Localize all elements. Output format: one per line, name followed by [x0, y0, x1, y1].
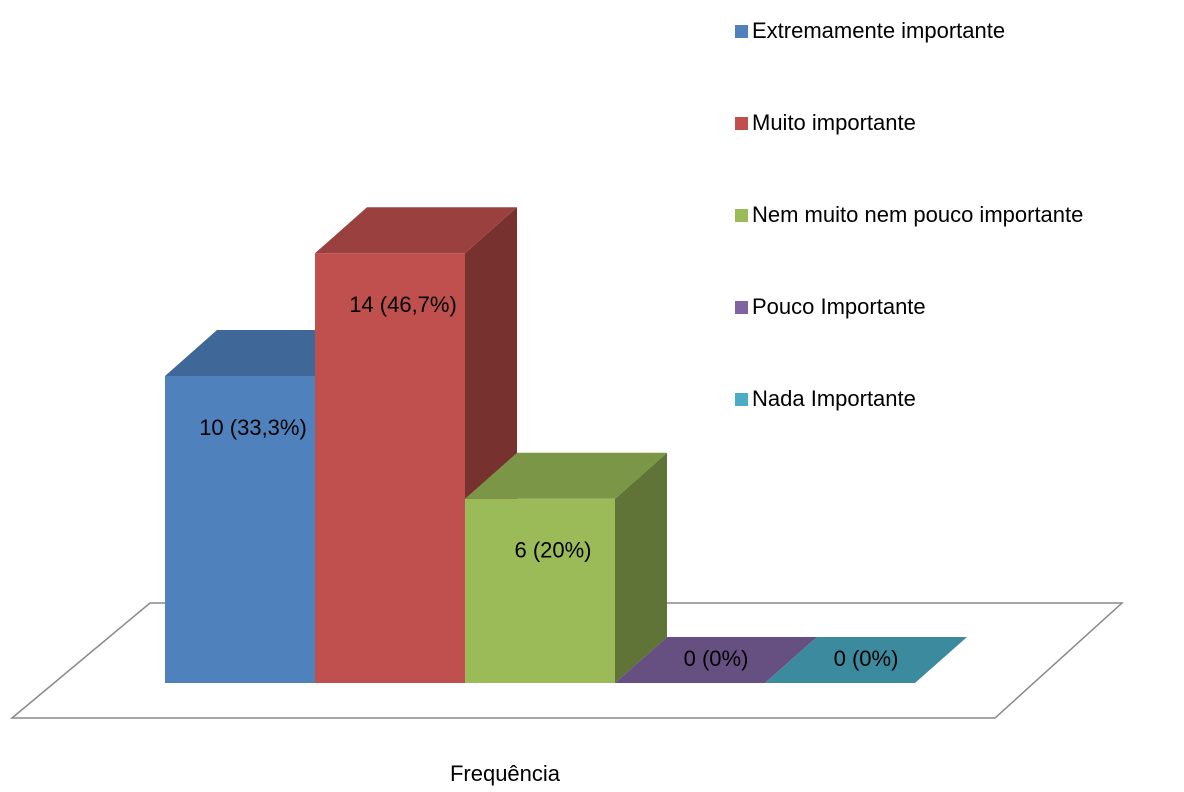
- data-label: 6 (20%): [514, 538, 591, 563]
- legend-label: Pouco Importante: [752, 294, 926, 319]
- legend-swatch: [735, 301, 748, 314]
- data-label: 0 (0%): [834, 646, 899, 671]
- bar-top: [465, 452, 667, 499]
- bar-top: [315, 207, 517, 254]
- bar-front: [165, 376, 315, 683]
- data-label: 0 (0%): [684, 646, 749, 671]
- bar-side: [615, 452, 667, 683]
- data-label: 14 (46,7%): [349, 292, 457, 317]
- data-label: 10 (33,3%): [199, 415, 307, 440]
- bar-top: [765, 637, 967, 683]
- legend-swatch: [735, 117, 748, 130]
- legend-swatch: [735, 25, 748, 38]
- legend-label: Nem muito nem pouco importante: [752, 202, 1083, 227]
- legend-label: Muito importante: [752, 110, 916, 135]
- legend-label: Nada Importante: [752, 386, 916, 411]
- legend-label: Extremamente importante: [752, 18, 1005, 43]
- legend-swatch: [735, 393, 748, 406]
- x-axis-label: Frequência: [450, 761, 561, 786]
- legend-swatch: [735, 209, 748, 222]
- bar-front: [465, 498, 615, 683]
- bar-front: [315, 253, 465, 683]
- bar-top: [615, 637, 817, 683]
